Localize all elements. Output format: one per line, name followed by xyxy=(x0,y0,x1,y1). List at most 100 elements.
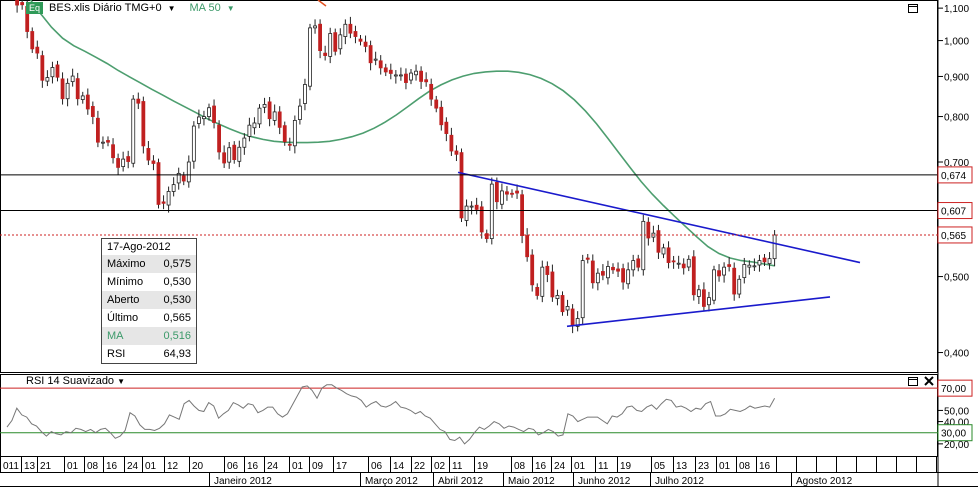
close-rsi-icon[interactable] xyxy=(924,376,934,386)
candle-body xyxy=(540,266,545,297)
rsi-legend-label[interactable]: RSI 14 Suavizado xyxy=(26,375,115,387)
candle-body xyxy=(616,268,620,272)
candle-body xyxy=(550,271,555,298)
date-tick-label: 12 xyxy=(167,461,179,472)
maximize-pane-icon[interactable] xyxy=(908,4,918,13)
candle-body xyxy=(772,234,777,260)
date-tick-label: 24 xyxy=(267,461,279,472)
candle-body xyxy=(15,0,20,6)
candle-body xyxy=(606,266,610,279)
rsi-band-label: 70,00 xyxy=(941,384,966,395)
candle-body xyxy=(60,78,65,100)
candle-body xyxy=(323,52,328,56)
candle-body xyxy=(161,201,166,204)
price-tick-label: 0,400 xyxy=(944,349,969,360)
candle-body xyxy=(560,295,565,313)
candle-body xyxy=(752,265,757,268)
candle-body xyxy=(575,318,580,327)
candle-body xyxy=(136,98,141,104)
candle-body xyxy=(75,78,80,100)
candle-body xyxy=(45,77,50,82)
date-tick-label: 16 xyxy=(247,461,259,472)
symbol-label[interactable]: BES.xlis Diário TMG+0 xyxy=(49,2,162,14)
candle-body xyxy=(722,266,726,276)
price-markers: 0,674 0,607 0,565 xyxy=(0,166,973,244)
candle-body xyxy=(444,121,449,134)
date-tick-label: 19 xyxy=(477,461,489,472)
rsi-bands xyxy=(0,387,938,434)
candle-body xyxy=(676,262,681,265)
date-tick-label: 08 xyxy=(514,461,526,472)
info-row-rsi: RSI 64,93 xyxy=(107,348,191,360)
price-marker-box xyxy=(937,202,973,220)
price-marker-label: 0,565 xyxy=(941,231,966,242)
price-tick-label: 0,800 xyxy=(944,113,969,124)
date-tick-label: 20 xyxy=(192,461,204,472)
rsi-tick-label: 20,00 xyxy=(944,440,969,451)
candle-body xyxy=(50,67,55,78)
ma-legend-label[interactable]: MA 50 xyxy=(189,2,221,14)
candle-body xyxy=(308,27,312,87)
candle-body xyxy=(732,267,737,295)
date-tick-label: 13 xyxy=(24,461,36,472)
date-tick-label: 01 xyxy=(67,461,79,472)
candle-body xyxy=(338,34,343,50)
symbol-dropdown-icon[interactable]: ▼ xyxy=(167,3,176,13)
maximize-rsi-icon[interactable] xyxy=(908,377,918,386)
candle-body xyxy=(212,105,216,123)
candle-body xyxy=(121,158,126,167)
candle-body xyxy=(378,60,383,69)
candle-body xyxy=(373,58,378,61)
candle-body xyxy=(439,106,444,126)
rsi-tick-label: 40,00 xyxy=(944,418,969,429)
candle-body xyxy=(313,25,317,29)
candle-body xyxy=(515,190,519,194)
price-tick-label: 0,900 xyxy=(944,72,969,83)
month-label: Agosto 2012 xyxy=(796,476,853,487)
candle-body xyxy=(257,107,262,125)
info-row-open: Aberto 0,530 xyxy=(102,291,196,309)
price-marker-label: 0,607 xyxy=(941,207,966,218)
rsi-path xyxy=(6,384,776,445)
candle-body xyxy=(595,272,600,284)
candle-body xyxy=(55,64,60,78)
rsi-dropdown-icon[interactable]: ▼ xyxy=(117,377,126,386)
candle-body xyxy=(353,31,358,37)
date-tick-label: 01 xyxy=(719,461,731,472)
candle-body xyxy=(459,152,464,219)
price-tick-label: 1,100 xyxy=(944,4,969,15)
candle-body xyxy=(297,105,302,120)
candle-body xyxy=(358,38,363,42)
info-row-high: Máximo 0,575 xyxy=(102,255,196,273)
date-tick-label: 06 xyxy=(371,461,383,472)
ma-50-path xyxy=(29,0,775,267)
date-tick-label: 09 xyxy=(312,461,324,472)
candle-body xyxy=(65,82,70,100)
ma-dropdown-icon[interactable]: ▼ xyxy=(226,3,235,13)
candle-body xyxy=(424,79,429,83)
candle-body xyxy=(262,104,267,108)
candle-body xyxy=(156,162,161,205)
candle-body xyxy=(191,125,196,162)
date-tick-label: 06 xyxy=(227,461,239,472)
candle-body xyxy=(641,220,646,271)
support-trendline xyxy=(566,296,831,328)
resistance-trendline xyxy=(457,171,861,264)
date-tick-label: 05 xyxy=(654,461,666,472)
candle-body xyxy=(96,117,100,143)
candle-body xyxy=(106,140,110,143)
candle-body xyxy=(398,74,403,77)
candle-body xyxy=(222,152,227,164)
candle-body xyxy=(409,72,413,81)
candle-body xyxy=(237,146,242,162)
month-label: Junho 2012 xyxy=(578,476,631,487)
month-label: Julho 2012 xyxy=(655,476,704,487)
candle-body xyxy=(196,116,201,124)
candle-body xyxy=(656,230,661,253)
candle-body xyxy=(292,120,297,147)
candle-body xyxy=(626,269,631,285)
candle-body xyxy=(267,101,272,120)
candle-body xyxy=(35,46,40,54)
candle-body xyxy=(646,221,651,239)
